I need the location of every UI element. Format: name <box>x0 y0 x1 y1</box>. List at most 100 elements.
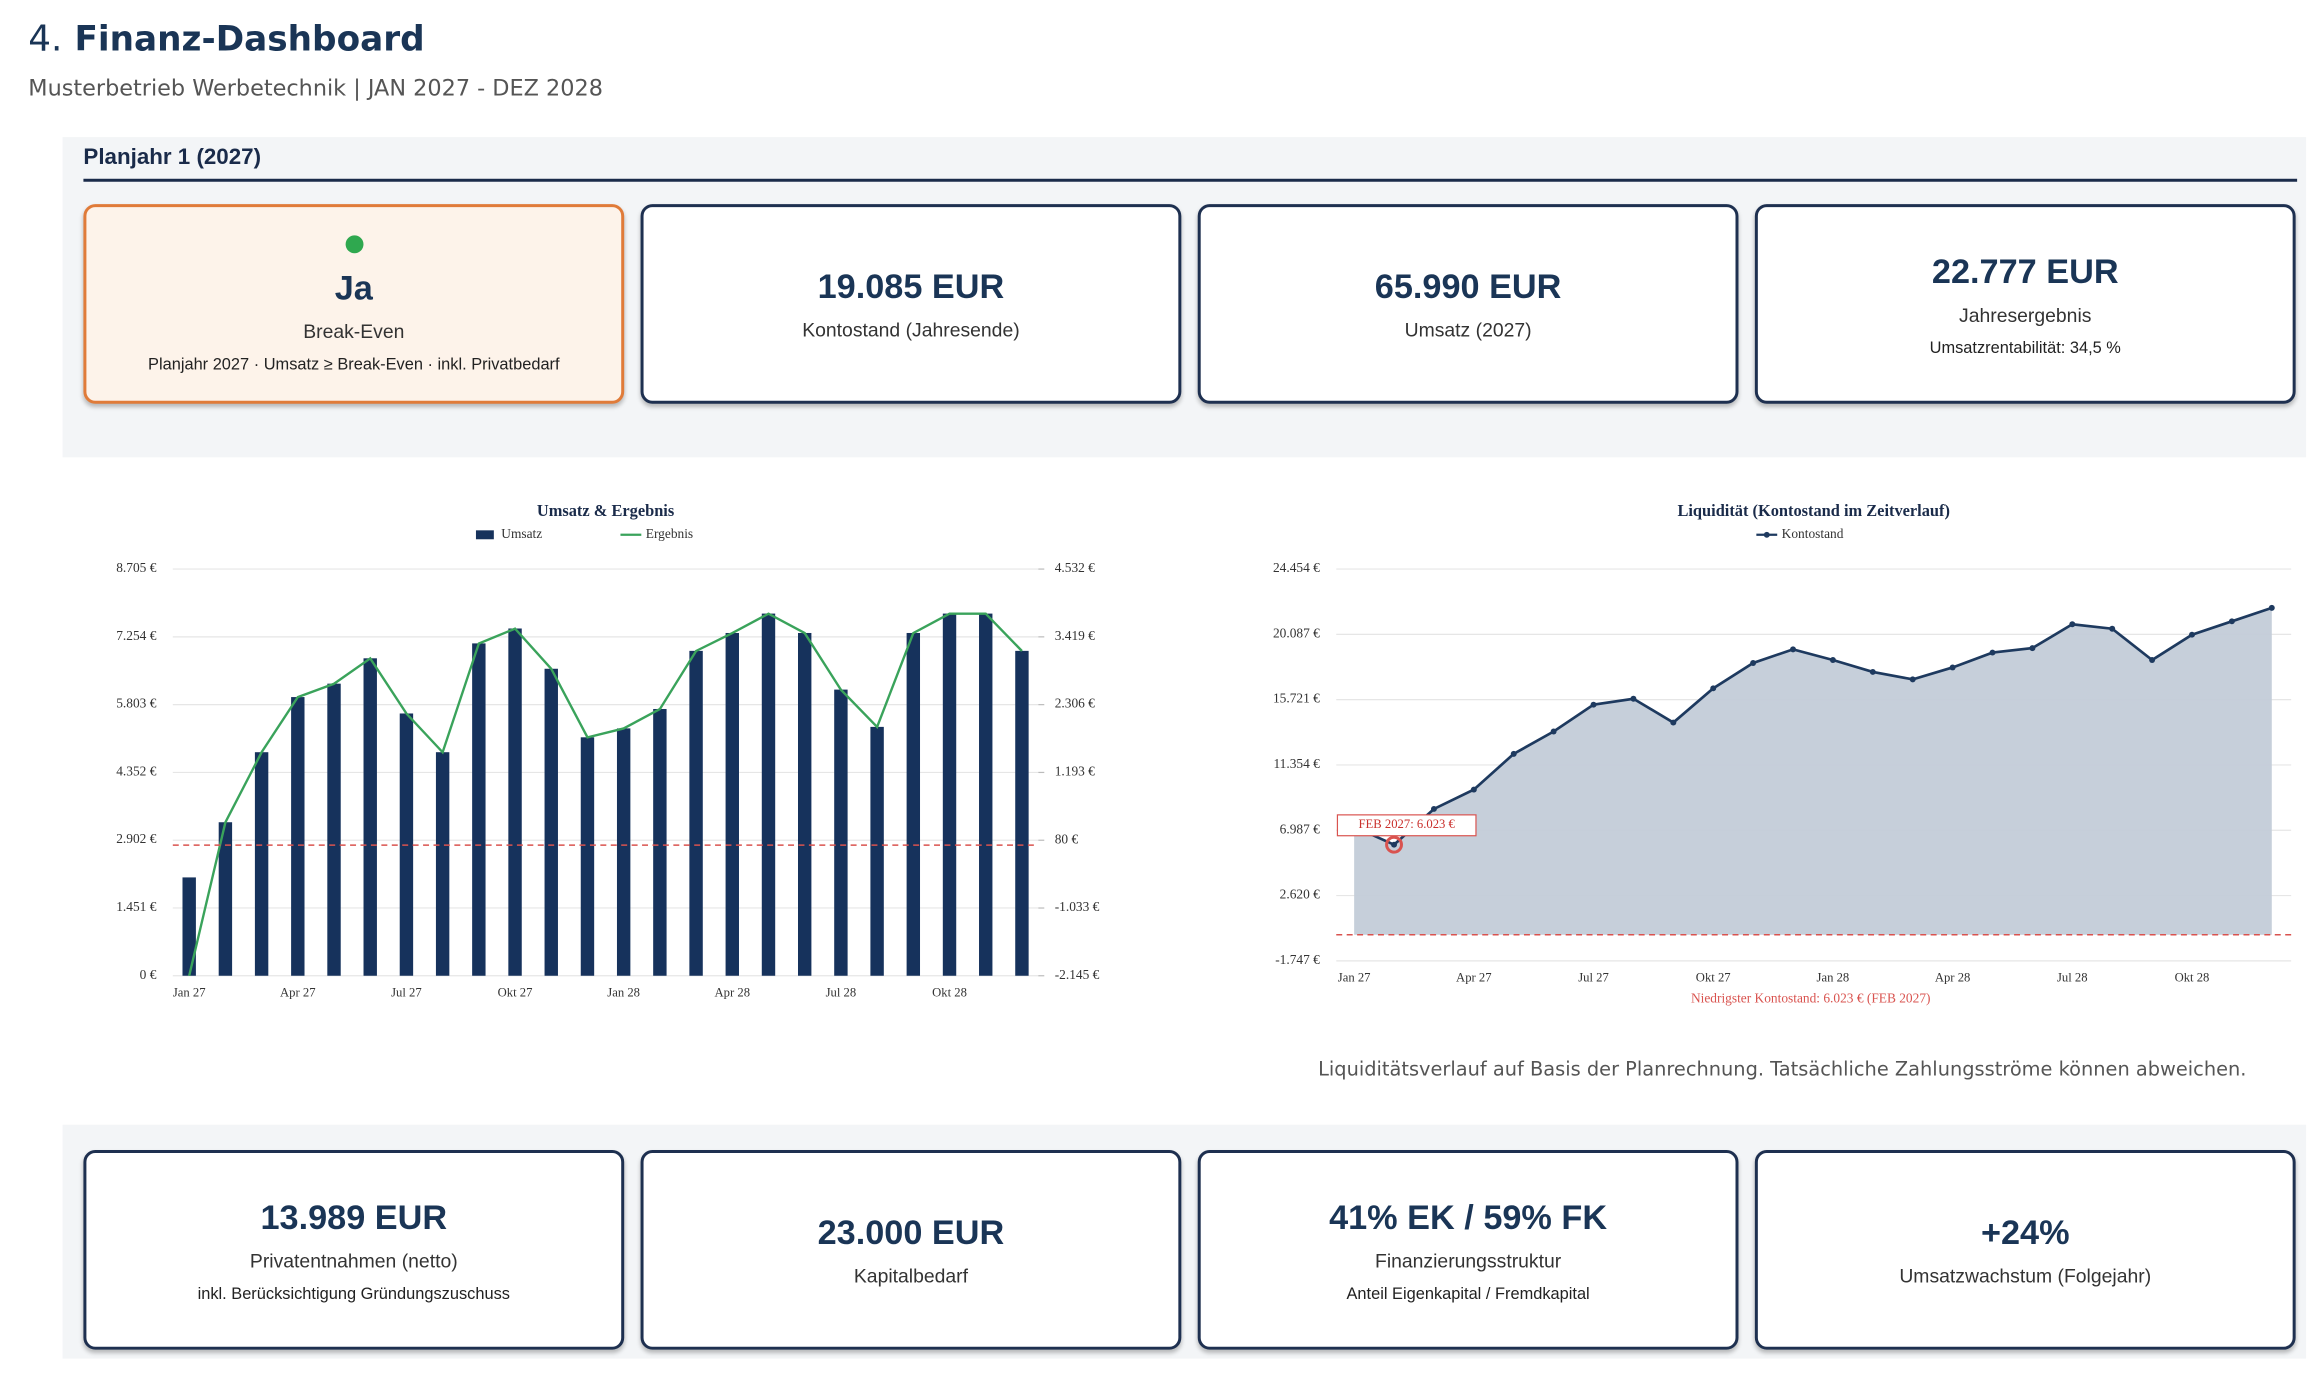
point <box>1510 750 1517 757</box>
kpi-value: 65.990 EUR <box>1374 266 1562 306</box>
kpi-note: Planjahr 2027 · Umsatz ≥ Break-Even · in… <box>148 355 560 374</box>
section-title: Planjahr 1 (2027) <box>83 144 262 170</box>
kpi-card: 13.989 EUR Privatentnahmen (netto) inkl.… <box>83 1150 625 1350</box>
y2-tick-label: -1.033 € <box>1055 899 1100 914</box>
x-tick-label: Jul 27 <box>1578 971 1609 985</box>
point <box>2149 657 2156 663</box>
kpi-label: Kapitalbedarf <box>853 1264 969 1288</box>
bar <box>1015 650 1029 976</box>
point <box>2029 645 2036 652</box>
kpi-note: Anteil Eigenkapital / Fremdkapital <box>1346 1284 1590 1303</box>
header-number: 4. <box>28 17 63 60</box>
legend-label: Umsatz <box>501 526 542 541</box>
y-tick-label: 5.803 € <box>116 696 156 711</box>
kpi-value: 22.777 EUR <box>1931 251 2119 290</box>
y-tick-label: 7.254 € <box>116 628 156 643</box>
point <box>2189 631 2195 638</box>
kpi-note: Umsatzrentabilität: 34,5 % <box>1929 338 2121 357</box>
kpi-label: Kontostand (Jahresende) <box>802 318 1020 342</box>
bar <box>906 632 921 976</box>
kpi-card: +24% Umsatzwachstum (Folgejahr) <box>1754 1150 2296 1350</box>
kpi-label: Jahresergebnis <box>1959 303 2092 326</box>
legend-label: Ergebnis <box>646 526 693 541</box>
bar <box>797 632 812 976</box>
kpi-label: Umsatz (2027) <box>1404 318 1532 342</box>
y-tick-label: -1.747 € <box>1275 952 1320 967</box>
point <box>2228 618 2235 625</box>
kpi-value: 23.000 EUR <box>817 1212 1005 1252</box>
bar <box>870 726 884 976</box>
line <box>1353 606 2273 847</box>
y2-tick-label: 1.193 € <box>1055 764 1095 779</box>
point <box>1550 728 1557 735</box>
status-dot <box>344 234 363 253</box>
bar <box>580 737 595 976</box>
footnote: Liquiditätsverlauf auf Basis der Planrec… <box>1318 1059 2247 1082</box>
bar <box>291 697 305 976</box>
y-tick-label: 8.705 € <box>116 560 156 575</box>
point <box>2109 625 2116 632</box>
x-tick-label: Jul 28 <box>826 986 857 1000</box>
annotation-box <box>1336 814 1477 837</box>
y2-tick-label: 3.419 € <box>1055 628 1095 643</box>
x-tick-label: Okt 27 <box>498 986 533 1000</box>
legend-label: Kontostand <box>1782 526 1844 541</box>
bar <box>182 877 196 976</box>
kpi-card: 41% EK / 59% FK Finanzierungsstruktur An… <box>1197 1150 1739 1350</box>
x-tick-label: Jul 28 <box>2057 971 2088 985</box>
chart-title: Liquidität (Kontostand im Zeitverlauf) <box>1677 501 1949 520</box>
y2-tick-label: -2.145 € <box>1055 967 1100 982</box>
kpi-value: +24% <box>1980 1212 2070 1252</box>
x-tick-label: Jan 27 <box>173 986 206 1000</box>
kpi-label: Privatentnahmen (netto) <box>249 1249 458 1272</box>
point <box>1949 664 1956 671</box>
x-tick-label: Jan 28 <box>607 986 640 1000</box>
bar <box>254 752 269 976</box>
bar <box>725 632 739 976</box>
y2-tick-label: 4.532 € <box>1055 560 1095 575</box>
point <box>1829 657 1836 663</box>
bar <box>435 752 450 976</box>
point <box>1750 660 1757 666</box>
x-tick-label: Apr 27 <box>1456 971 1492 985</box>
header-subtitle: Musterbetrieb Werbetechnik | JAN 2027 - … <box>28 74 603 102</box>
y-tick-label: 15.721 € <box>1273 691 1320 706</box>
annotation: FEB 2027: 6.023 € <box>1359 817 1456 831</box>
x-tick-label: Jan 28 <box>1817 971 1850 985</box>
area-fill <box>1354 607 2272 935</box>
line <box>188 612 1023 977</box>
point <box>1710 685 1717 692</box>
kpi-card: 23.000 EUR Kapitalbedarf <box>640 1150 1182 1350</box>
bar <box>689 650 703 976</box>
point <box>2268 604 2275 611</box>
kpi-value: 19.085 EUR <box>817 266 1005 306</box>
legend-marker <box>1763 531 1770 538</box>
kpi-label: Umsatzwachstum (Folgejahr) <box>1899 1264 2152 1288</box>
bar <box>544 668 558 976</box>
x-tick-label: Jan 27 <box>1338 971 1371 985</box>
x-tick-label: Apr 28 <box>1935 971 1971 985</box>
kpi-value: 41% EK / 59% FK <box>1329 1196 1608 1236</box>
y-tick-label: 11.354 € <box>1273 756 1320 771</box>
y2-tick-label: 80 € <box>1055 831 1079 846</box>
kpi-card: 19.085 EUR Kontostand (Jahresende) <box>640 204 1182 404</box>
chart-note: Niedrigster Kontostand: 6.023 € (FEB 202… <box>1691 991 1931 1006</box>
point <box>1790 646 1796 653</box>
kpi-card: 65.990 EUR Umsatz (2027) <box>1197 204 1739 404</box>
legend-swatch <box>475 530 494 540</box>
kpi-card: Ja Break-Even Planjahr 2027 · Umsatz ≥ B… <box>83 204 625 404</box>
point <box>1391 841 1398 848</box>
kpi-value: 13.989 EUR <box>260 1196 448 1236</box>
bar <box>761 613 776 976</box>
point <box>1470 786 1477 793</box>
x-tick-label: Okt 27 <box>1696 971 1731 985</box>
bar <box>653 708 667 976</box>
x-tick-label: Apr 28 <box>715 986 751 1000</box>
bar <box>834 689 848 976</box>
y-tick-label: 4.352 € <box>116 764 156 779</box>
point <box>1989 649 1996 656</box>
y-tick-label: 1.451 € <box>116 899 156 914</box>
bar <box>363 658 377 976</box>
kpi-note: inkl. Berücksichtigung Gründungszuschuss <box>197 1284 511 1303</box>
